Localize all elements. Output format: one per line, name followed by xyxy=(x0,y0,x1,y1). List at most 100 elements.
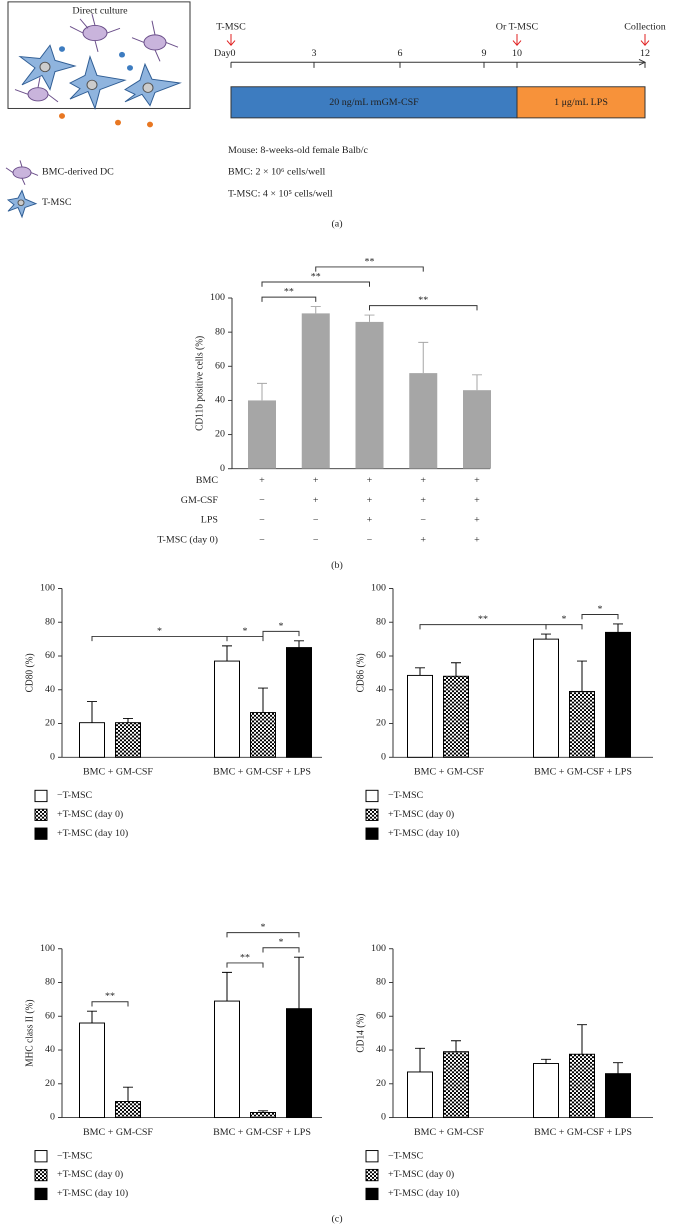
y-tick-label: 0 xyxy=(50,1112,55,1123)
dc-icon xyxy=(5,160,39,186)
bar xyxy=(533,1063,559,1119)
significance-bracket xyxy=(91,635,228,642)
legend-label: T-MSC xyxy=(42,197,72,208)
condition-mark: + xyxy=(367,495,373,506)
bar xyxy=(115,722,141,758)
x-tick-label: BMC + GM-CSF xyxy=(83,1127,154,1138)
bar xyxy=(214,660,240,758)
y-axis-label: CD80 (%) xyxy=(24,653,35,692)
legend-swatch xyxy=(34,827,48,840)
marker-label: Or T-MSC xyxy=(496,22,538,33)
condition-label: BMC xyxy=(196,475,218,486)
legend-swatch xyxy=(365,1150,379,1163)
legend-swatch xyxy=(34,1187,48,1201)
y-tick-label: 20 xyxy=(45,1078,55,1089)
marker-arrow xyxy=(640,33,650,47)
x-tick-label: BMC + GM-CSF + LPS xyxy=(213,767,311,778)
condition-mark: + xyxy=(420,495,426,506)
bar xyxy=(533,638,559,758)
significance-bracket xyxy=(545,624,583,630)
legend-swatch xyxy=(365,1187,379,1201)
marker-arrow xyxy=(226,33,236,47)
condition-mark: + xyxy=(259,475,265,486)
significance-bracket xyxy=(226,962,264,968)
day-tick-label: 12 xyxy=(640,48,650,59)
error-bar xyxy=(123,717,133,723)
y-tick-label: 40 xyxy=(215,395,225,406)
y-tick-label: 20 xyxy=(376,1078,386,1089)
error-bar xyxy=(364,314,375,322)
y-tick-label: 0 xyxy=(220,463,225,474)
bar xyxy=(443,1051,469,1119)
marker-arrow xyxy=(512,33,522,47)
legend-swatch xyxy=(365,1168,379,1182)
y-axis-label: CD86 (%) xyxy=(355,653,366,692)
panel-label: (c) xyxy=(331,1214,342,1225)
legend-swatch xyxy=(34,789,48,803)
significance-label: ** xyxy=(365,257,375,268)
y-tick-label: 60 xyxy=(45,1011,55,1022)
legend-label: BMC-derived DC xyxy=(42,167,114,178)
legend-label: +T-MSC (day 10) xyxy=(57,1188,128,1199)
legend-swatch xyxy=(365,827,379,840)
legend-swatch xyxy=(34,1168,48,1182)
note: T-MSC: 4 × 10⁵ cells/well xyxy=(228,189,333,200)
error-bar xyxy=(613,1062,623,1074)
y-tick-label: 100 xyxy=(371,583,386,594)
condition-mark: − xyxy=(420,515,426,526)
msc-icon xyxy=(6,189,38,219)
condition-mark: − xyxy=(259,535,265,546)
y-tick-label: 20 xyxy=(215,429,225,440)
legend-label: +T-MSC (day 0) xyxy=(388,809,454,820)
legend-label: +T-MSC (day 0) xyxy=(57,809,123,820)
error-bar xyxy=(472,374,482,391)
error-bar xyxy=(577,1024,587,1055)
bar xyxy=(407,1071,433,1119)
phase-label: 1 μg/mL LPS xyxy=(554,97,608,108)
bar xyxy=(286,647,312,758)
y-tick-label: 20 xyxy=(45,718,55,729)
significance-bracket xyxy=(261,296,317,302)
significance-label: ** xyxy=(284,287,294,298)
significance-bracket xyxy=(91,1001,129,1007)
panel-label: (a) xyxy=(331,219,342,230)
bar xyxy=(301,313,330,469)
day-tick-label: 9 xyxy=(482,48,487,59)
y-tick-label: 100 xyxy=(371,943,386,954)
y-tick-label: 100 xyxy=(40,943,55,954)
x-tick-label: BMC + GM-CSF xyxy=(83,767,154,778)
y-axis-label: CD14 (%) xyxy=(355,1014,366,1053)
day-tick-label: 3 xyxy=(312,48,317,59)
y-tick-label: 60 xyxy=(376,650,386,661)
error-bar xyxy=(451,662,461,677)
significance-label: ** xyxy=(240,953,250,964)
x-tick-label: BMC + GM-CSF xyxy=(414,767,485,778)
panel-label: (b) xyxy=(331,560,343,571)
condition-mark: + xyxy=(474,495,480,506)
x-tick-label: BMC + GM-CSF + LPS xyxy=(213,1127,311,1138)
condition-label: T-MSC (day 0) xyxy=(157,535,218,546)
y-tick-label: 40 xyxy=(376,1044,386,1055)
charts: 0 20 40 60 80 100 CD11b positive cells (%) BMC +… xyxy=(24,257,653,1201)
direct-culture-panel: Direct culture BMC-derived DC T-MSC xyxy=(5,1,191,219)
marker-label: T-MSC xyxy=(216,22,246,33)
y-axis-label: CD11b positive cells (%) xyxy=(194,336,205,431)
error-bar xyxy=(123,1086,133,1102)
legend-label: −T-MSC xyxy=(388,1151,423,1162)
condition-mark: + xyxy=(367,515,373,526)
error-bar xyxy=(415,667,425,676)
condition-mark: − xyxy=(367,535,373,546)
bar xyxy=(605,1073,631,1119)
significance-bracket xyxy=(581,614,619,620)
condition-mark: + xyxy=(474,535,480,546)
culture-title: Direct culture xyxy=(72,6,127,17)
significance-bracket xyxy=(226,635,264,642)
condition-mark: + xyxy=(420,475,426,486)
bar xyxy=(115,1101,141,1119)
y-tick-label: 40 xyxy=(45,684,55,695)
significance-label: * xyxy=(279,937,284,948)
significance-label: * xyxy=(562,614,567,625)
y-tick-label: 80 xyxy=(215,327,225,338)
x-tick-label: BMC + GM-CSF + LPS xyxy=(534,1127,632,1138)
